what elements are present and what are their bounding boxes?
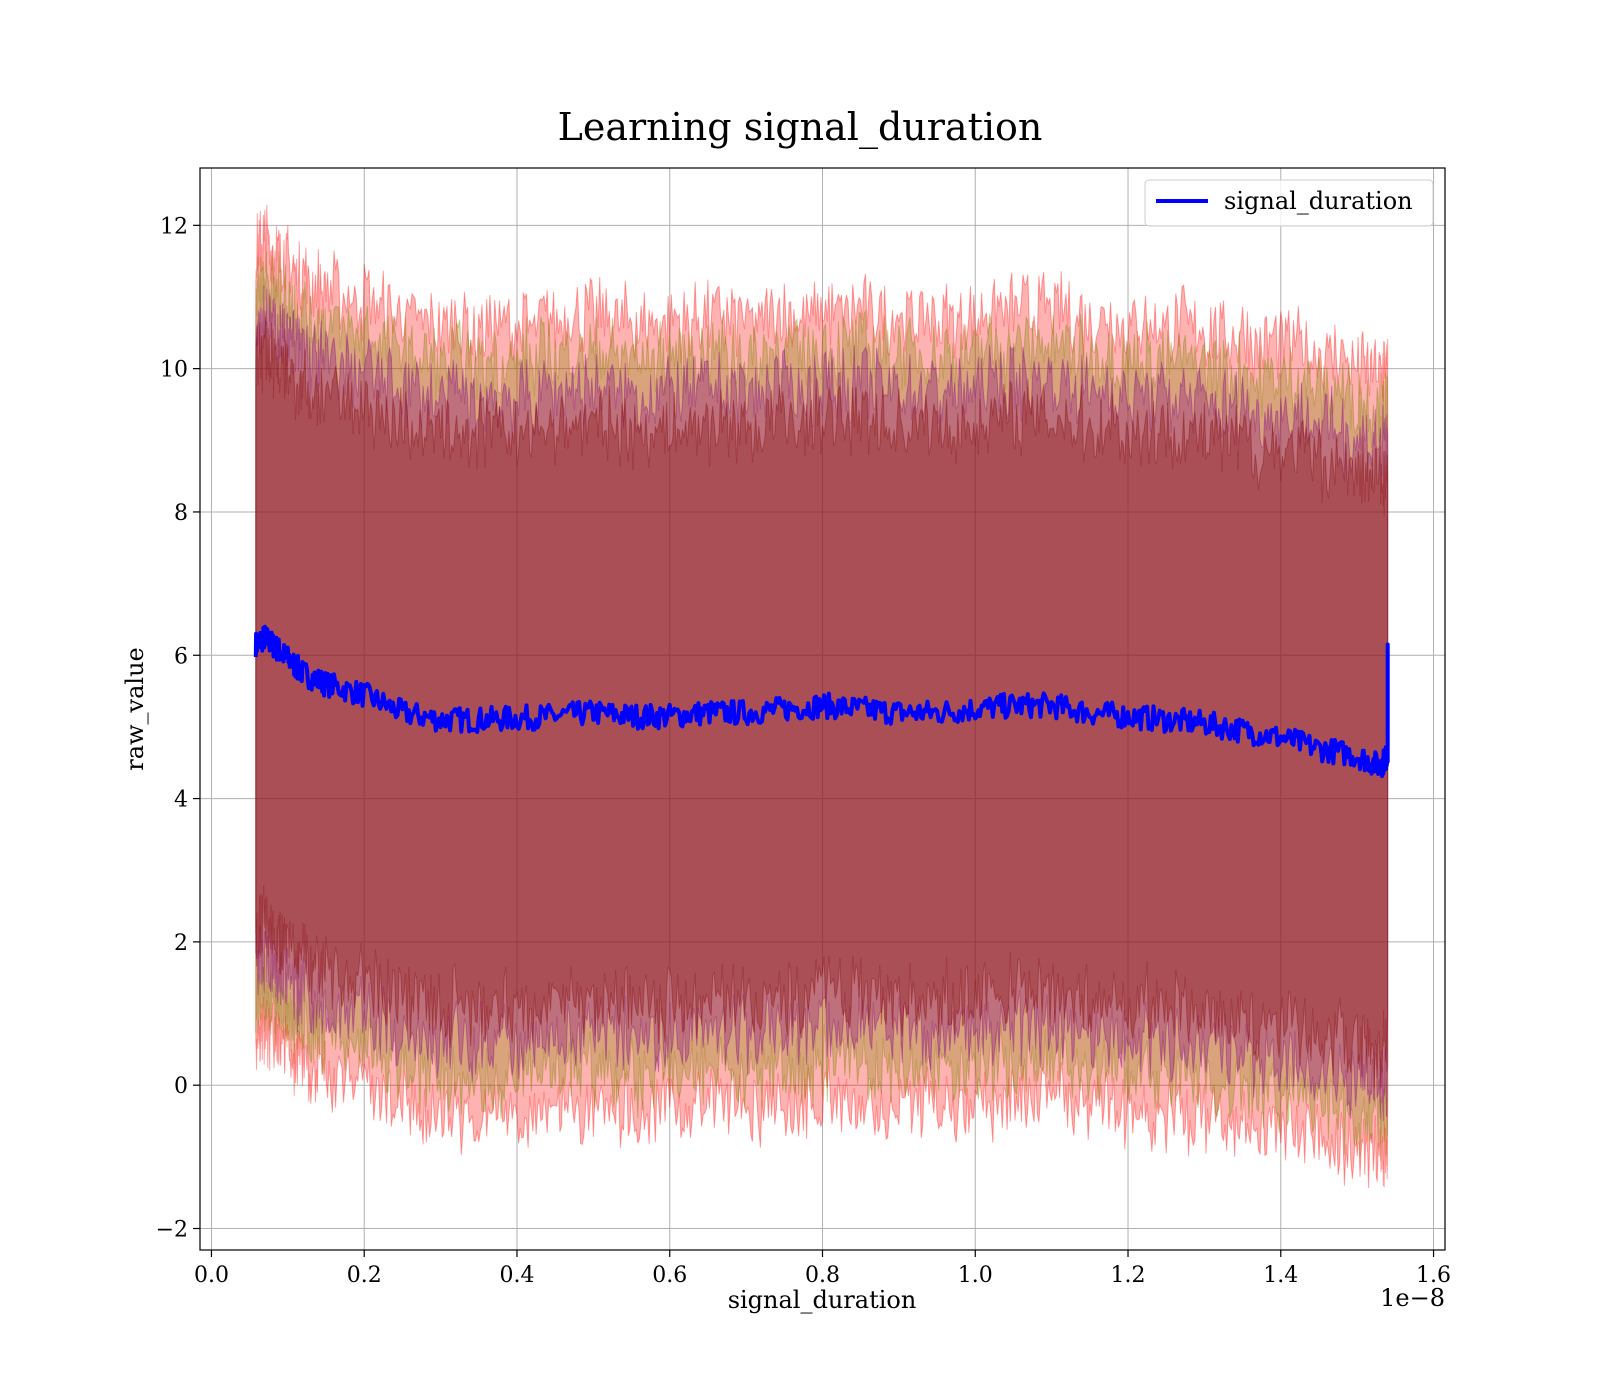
x-tick-label: 1.2 [1111,1263,1146,1288]
x-axis-ticks: 0.0 0.2 0.4 0.6 0.8 1.0 1.2 1.4 1.6 [194,1250,1451,1288]
x-tick-label: 0.2 [347,1263,382,1288]
y-axis-label: raw_value [121,647,149,771]
x-tick-label: 1.6 [1416,1263,1451,1288]
x-tick-label: 0.4 [499,1263,534,1288]
x-tick-label: 1.0 [958,1263,993,1288]
legend-box [1144,179,1434,227]
grid [200,168,1445,1250]
x-tick-label: 1.4 [1263,1263,1298,1288]
y-tick-label: 2 [174,931,188,956]
x-tick-label: 0.8 [805,1263,840,1288]
confidence-bands [255,204,1389,1189]
y-tick-label: 6 [174,644,188,669]
legend-label-signal-duration: signal_duration [1224,187,1413,215]
x-axis-label: signal_duration [728,1286,917,1314]
legend: signal_duration [1144,179,1434,227]
y-tick-label: 8 [174,501,188,526]
x-tick-label: 0.6 [652,1263,687,1288]
y-tick-label: 0 [174,1074,188,1099]
confidence-band-0 [255,204,1389,1189]
series-lines [253,624,1390,778]
x-tick-label: 0.0 [194,1263,229,1288]
y-tick-label: 12 [160,214,188,239]
y-axis-ticks: −2 0 2 4 6 8 10 12 [156,214,200,1243]
chart-title: Learning signal_duration [558,105,1043,150]
x-axis-offset-label: 1e−8 [1380,1284,1445,1312]
y-tick-label: −2 [156,1218,188,1243]
y-tick-label: 10 [160,358,188,383]
series-line-signal-duration [253,624,1390,778]
y-tick-label: 4 [174,788,188,813]
